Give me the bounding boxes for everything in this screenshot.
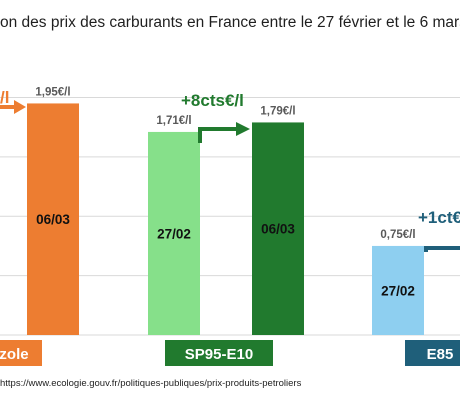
category-label: SP95-E10 xyxy=(185,346,253,363)
bar-date-label: 06/03 xyxy=(36,212,70,227)
value-label: 0,75€/l xyxy=(380,229,415,241)
category-box xyxy=(165,340,273,366)
change-label: /l xyxy=(0,88,9,107)
category-box xyxy=(0,340,42,366)
category-box xyxy=(405,340,460,366)
value-label: 1,79€/l xyxy=(260,105,295,117)
bar-sp95-e10-27-02 xyxy=(148,131,200,335)
bar-date-label: 27/02 xyxy=(381,283,415,298)
value-label: 1,71€/l xyxy=(156,115,191,127)
bar-sp95-e10-06-03 xyxy=(252,122,304,335)
arrow-head xyxy=(236,122,250,136)
bar-date-label: 27/02 xyxy=(157,226,191,241)
chart-title: on des prix des carburants en France ent… xyxy=(0,14,460,31)
change-label: +1ct€ xyxy=(418,208,460,227)
arrow-head xyxy=(14,100,26,114)
bar-e85-27-02 xyxy=(372,245,424,335)
source-url: https://www.ecologie.gouv.fr/politiques-… xyxy=(0,378,302,389)
change-label: +8cts€/l xyxy=(181,91,244,110)
value-label: 1,95€/l xyxy=(35,86,70,98)
change-arrow xyxy=(424,246,460,252)
change-arrow xyxy=(198,127,238,143)
bar-date-label: 06/03 xyxy=(261,222,295,237)
category-label: E85 xyxy=(427,346,454,363)
category-label: zole xyxy=(0,346,29,363)
bar-zole-06-03 xyxy=(27,103,79,335)
